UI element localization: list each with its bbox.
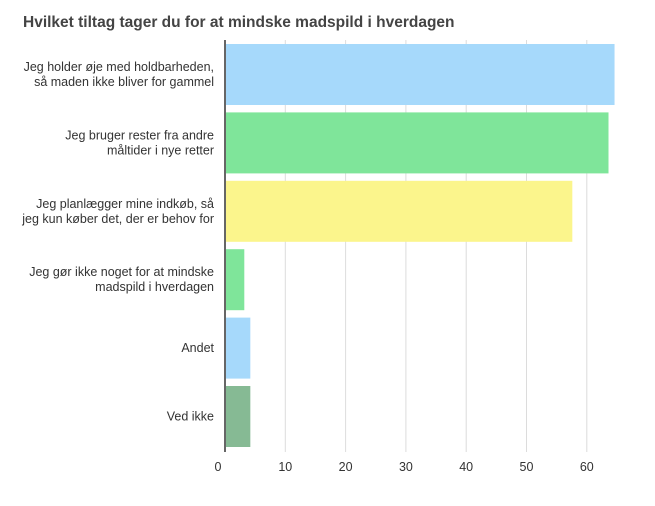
x-tick-label: 10	[278, 460, 292, 474]
category-label: Jeg bruger rester fra andre måltider i ny…	[65, 128, 214, 157]
bar	[226, 180, 573, 242]
category-label: Jeg gør ikke noget for at mindske madspil…	[29, 265, 214, 294]
category-labels: Jeg holder øje med holdbarheden, så maden…	[21, 60, 214, 424]
x-tick-label: 60	[580, 460, 594, 474]
bar	[226, 317, 251, 379]
category-label: Jeg holder øje med holdbarheden, så maden…	[24, 60, 214, 89]
x-tick-label: 30	[399, 460, 413, 474]
bar	[226, 386, 251, 447]
bar	[226, 44, 615, 105]
category-label: Ved ikke	[167, 410, 214, 424]
bar	[226, 249, 245, 311]
bars	[226, 44, 615, 447]
x-tick-label: 0	[215, 460, 222, 474]
x-tick-label: 50	[520, 460, 534, 474]
bar	[226, 112, 609, 174]
category-label: Andet	[181, 341, 214, 355]
x-tick-label: 20	[339, 460, 353, 474]
category-label: Jeg planlægger mine indkøb, så jeg kun kø…	[21, 197, 214, 226]
tick-labels: 0 10 20 30 40 50 60	[215, 460, 594, 474]
chart-title: Hvilket tiltag tager du for at mindske m…	[23, 14, 455, 31]
x-tick-label: 40	[459, 460, 473, 474]
